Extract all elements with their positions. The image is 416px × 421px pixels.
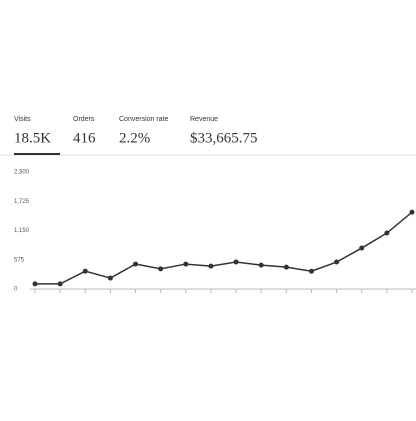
y-tick-label: 575 bbox=[14, 257, 25, 263]
metric-value: $33,665.75 bbox=[190, 130, 258, 146]
metric-tab[interactable]: Conversion rate 2.2% bbox=[119, 116, 169, 147]
metric-tab[interactable]: Revenue $33,665.75 bbox=[190, 116, 258, 147]
chart: 0 575 1,150 1,725 2,300 bbox=[14, 170, 416, 293]
metric-label: Orders bbox=[73, 116, 95, 123]
point bbox=[82, 268, 88, 274]
y-tick-label: 2,300 bbox=[14, 170, 30, 176]
point bbox=[183, 261, 189, 267]
point bbox=[283, 264, 289, 270]
metric-tab[interactable]: Visits 18.5K bbox=[14, 116, 51, 147]
point bbox=[384, 230, 390, 236]
metric-label: Revenue bbox=[190, 116, 218, 123]
point bbox=[334, 259, 340, 265]
point bbox=[409, 209, 415, 215]
point bbox=[233, 259, 239, 265]
line bbox=[35, 211, 413, 285]
y-tick-label: 0 bbox=[14, 287, 18, 293]
metric-tab[interactable]: Orders 416 bbox=[73, 116, 96, 147]
point bbox=[32, 281, 38, 287]
y-tick-label: 1,150 bbox=[14, 228, 30, 234]
point bbox=[308, 268, 314, 274]
point bbox=[133, 261, 139, 267]
metric-value: 416 bbox=[73, 130, 96, 146]
metric-label: Conversion rate bbox=[119, 116, 169, 123]
point bbox=[107, 275, 113, 281]
point bbox=[57, 281, 63, 287]
point bbox=[258, 262, 264, 268]
y-tick-label: 1,725 bbox=[14, 199, 30, 205]
metric-value: 2.2% bbox=[119, 130, 150, 146]
metric-label: Visits bbox=[14, 116, 31, 123]
point bbox=[158, 266, 164, 272]
metric-value: 18.5K bbox=[14, 130, 51, 146]
point bbox=[359, 245, 365, 251]
point bbox=[208, 263, 214, 269]
